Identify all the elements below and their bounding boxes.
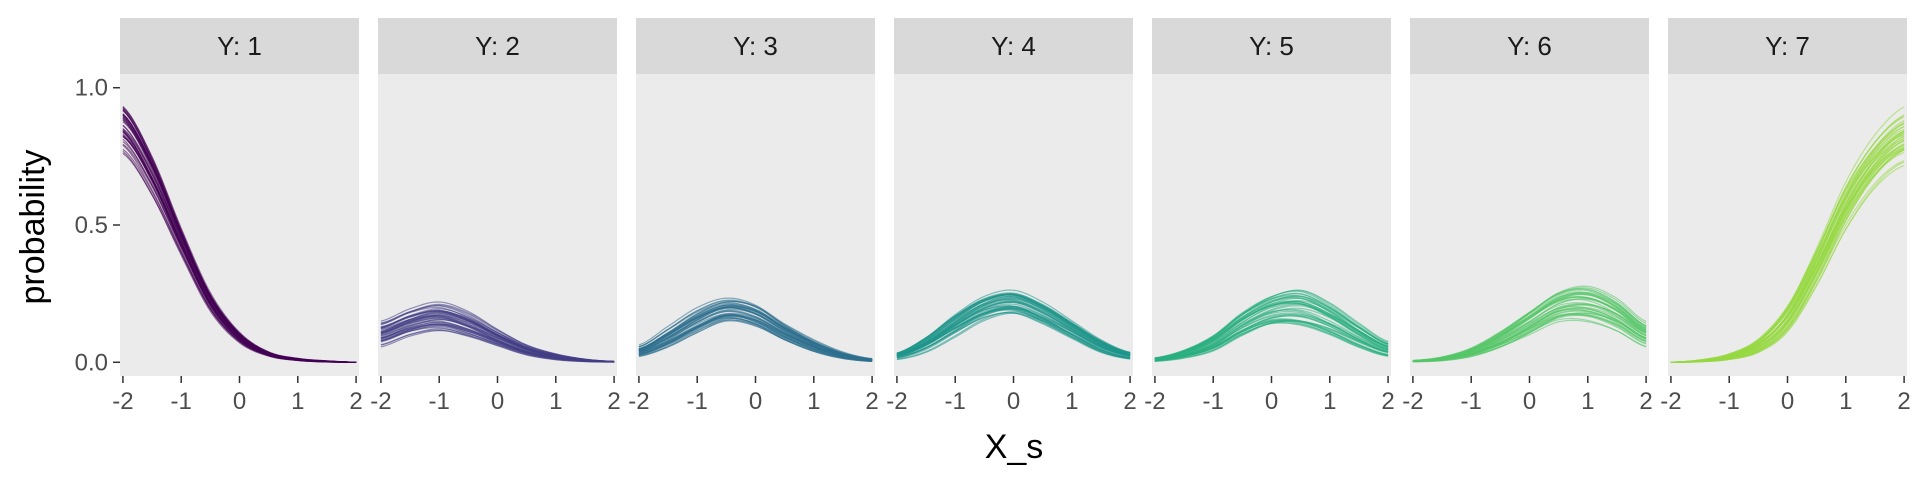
facet-strip-label: Y: 2 (475, 31, 520, 61)
x-tick-label: -2 (370, 388, 391, 415)
facet-panel-2: Y: 2 (378, 18, 617, 376)
draw-line (1670, 160, 1905, 363)
panel-background (894, 74, 1133, 376)
x-tick-label: 1 (1581, 388, 1594, 415)
draw-line (122, 115, 357, 363)
draw-line (1154, 303, 1389, 361)
x-tick-label: 1 (291, 388, 304, 415)
draw-line (896, 289, 1131, 354)
draw-line (1412, 288, 1647, 362)
draw-line (380, 314, 615, 363)
x-tick-label: -2 (1144, 388, 1165, 415)
facet-strip (1668, 18, 1907, 74)
facet-panel-6: Y: 6 (1410, 18, 1649, 376)
draw-line (1154, 294, 1389, 359)
facet-strip-label: Y: 4 (991, 31, 1036, 61)
facet-strip (120, 18, 359, 74)
x-tick-label: 0 (1265, 388, 1278, 415)
draw-line (896, 312, 1131, 360)
draw-line (380, 311, 615, 363)
x-tick-label: 2 (1123, 388, 1136, 415)
y-tick-label: 1.0 (75, 75, 108, 102)
facet-strip (378, 18, 617, 74)
x-tick-label: 2 (1381, 388, 1394, 415)
draw-line (638, 320, 873, 362)
x-tick-label: -1 (1461, 388, 1482, 415)
x-tick-label: -1 (1203, 388, 1224, 415)
x-tick-label: 2 (1639, 388, 1652, 415)
posterior-draws (896, 289, 1131, 361)
draw-line (1154, 308, 1389, 361)
x-tick-label: 0 (1523, 388, 1536, 415)
x-axis-title: X_s (985, 428, 1044, 466)
posterior-draws (122, 105, 357, 363)
posterior-draws (638, 297, 873, 363)
x-tick-label: 2 (607, 388, 620, 415)
draw-line (896, 305, 1131, 359)
facet-panel-1: Y: 1 (120, 18, 359, 376)
facet-strip (894, 18, 1133, 74)
draw-line (1154, 295, 1389, 360)
x-tick-label: 2 (865, 388, 878, 415)
draw-line (638, 300, 873, 360)
x-tick-label: -1 (945, 388, 966, 415)
x-tick-label: 0 (233, 388, 246, 415)
facet-panels: Y: 1 Y: 2 Y: 3 Y: 4 Y: 5 Y: 6 Y: 7 (120, 18, 1907, 376)
y-tick-label: 0.5 (75, 212, 108, 239)
facet-strip-label: Y: 3 (733, 31, 778, 61)
axes: -2 -1 0 1 2 -2 -1 0 1 2 -2 -1 0 1 2 -2 -1 0 1 2 -2 -1 0 1 2 -2 -1 0… (75, 75, 1911, 415)
facet-strip-label: Y: 1 (217, 31, 262, 61)
y-tick-label: 0.0 (75, 349, 108, 376)
x-tick-label: 0 (491, 388, 504, 415)
x-tick-label: 0 (1007, 388, 1020, 415)
facet-panel-3: Y: 3 (636, 18, 875, 376)
facet-strip (1152, 18, 1391, 74)
x-tick-label: -2 (1402, 388, 1423, 415)
x-tick-label: -1 (1719, 388, 1740, 415)
x-tick-label: -2 (112, 388, 133, 415)
draw-line (638, 307, 873, 361)
facet-panel-7: Y: 7 (1668, 18, 1907, 376)
panel-background (120, 74, 359, 376)
draw-line (1412, 313, 1647, 363)
posterior-draws (1670, 106, 1905, 363)
x-tick-label: -2 (628, 388, 649, 415)
facet-strip (1410, 18, 1649, 74)
draw-line (638, 306, 873, 362)
draw-line (896, 306, 1131, 358)
x-tick-label: 0 (749, 388, 762, 415)
x-tick-label: -1 (171, 388, 192, 415)
x-tick-label: 1 (1323, 388, 1336, 415)
x-tick-label: -2 (886, 388, 907, 415)
x-tick-label: 0 (1781, 388, 1794, 415)
x-tick-label: 1 (807, 388, 820, 415)
x-tick-label: 1 (549, 388, 562, 415)
x-tick-label: 1 (1839, 388, 1852, 415)
facet-strip-label: Y: 7 (1765, 31, 1810, 61)
facet-strip-label: Y: 6 (1507, 31, 1552, 61)
x-tick-label: 2 (349, 388, 362, 415)
draw-line (1670, 130, 1905, 363)
posterior-draws (1412, 285, 1647, 363)
draw-line (1154, 320, 1389, 361)
posterior-draws (380, 301, 615, 363)
draw-line (896, 311, 1131, 360)
facet-panel-4: Y: 4 (894, 18, 1133, 376)
x-tick-label: -2 (1660, 388, 1681, 415)
x-tick-label: 2 (1897, 388, 1910, 415)
draw-line (1154, 319, 1389, 362)
x-tick-label: 1 (1065, 388, 1078, 415)
facet-strip-label: Y: 5 (1249, 31, 1294, 61)
x-tick-label: -1 (429, 388, 450, 415)
draw-line (896, 293, 1131, 355)
facet-panel-5: Y: 5 (1152, 18, 1391, 376)
x-tick-label: -1 (687, 388, 708, 415)
y-axis-title: probability (14, 150, 52, 305)
facet-strip (636, 18, 875, 74)
posterior-draws (1154, 289, 1389, 362)
draw-line (1412, 308, 1647, 362)
